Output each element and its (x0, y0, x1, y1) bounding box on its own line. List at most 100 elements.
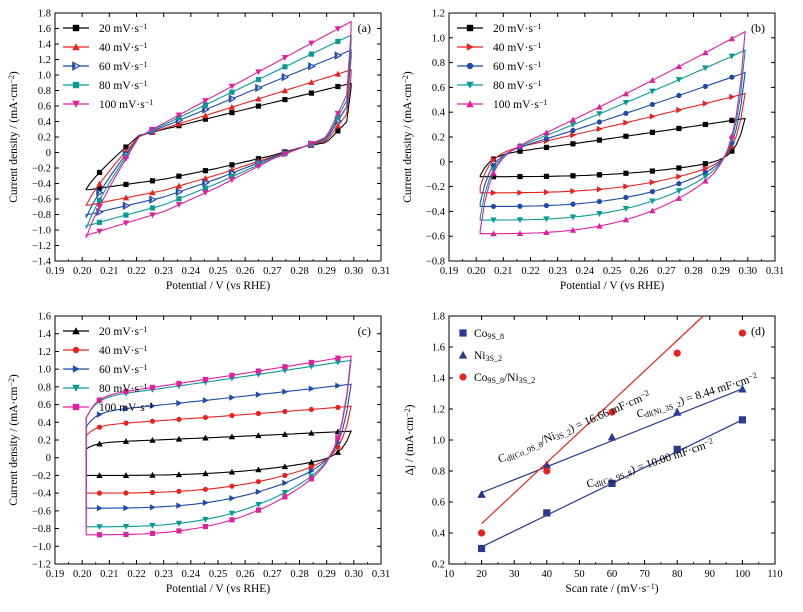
data-point-b-1 (676, 173, 683, 180)
legend-label-c-3-part: 80 mV·s (99, 383, 139, 395)
legend-label-a-3-part: 80 mV·s (99, 80, 139, 92)
data-point-1 (477, 490, 486, 498)
y-tick-label: 0.2 (38, 436, 51, 447)
annotation-cdl-co9s8-part: ) = 10.00 mF·cm (629, 440, 707, 476)
data-point-a-2-fill (202, 106, 206, 113)
legend-label-a-0-part: 20 mV·s (99, 23, 139, 35)
data-point-c-2 (123, 405, 130, 412)
data-point-b-2 (623, 110, 629, 116)
data-point-b-4 (728, 35, 736, 42)
series-line-c-2 (85, 383, 352, 509)
y-tick-label: −1.0 (32, 542, 51, 553)
data-point-a-4 (281, 54, 289, 61)
legend-label-a-4-part: 100 mV·s (99, 99, 145, 111)
data-point-c-2 (202, 499, 209, 506)
data-point-a-0 (335, 128, 341, 134)
y-tick-label: −0.2 (426, 182, 445, 193)
y-tick-label: −0.4 (426, 207, 446, 218)
panel-b-ylabel-part: Current density / (mA·cm (402, 84, 414, 203)
data-point-c-1 (308, 464, 314, 470)
data-point-b-0 (729, 148, 735, 154)
series-line-c-0 (85, 430, 352, 476)
data-point-c-4 (176, 380, 182, 387)
data-point-a-0 (255, 103, 262, 109)
data-point-a-2-fill (149, 196, 153, 203)
data-point-0 (673, 445, 681, 453)
data-point-c-1 (96, 424, 103, 430)
legend-label-b-4-sup: −1 (539, 98, 548, 107)
data-point-c-1 (255, 410, 262, 417)
panel-d-xlabel-text-part: Scan rate / (mV·s (565, 583, 646, 595)
data-point-c-4 (255, 507, 262, 513)
data-point-a-4 (122, 155, 130, 162)
y-tick-label: −0.8 (32, 524, 51, 535)
legend-label-a-3: 80 mV·s−1 (99, 79, 148, 92)
data-point-c-3 (122, 523, 130, 530)
panel-c-xlabel: Potential / V (vs RHE) (166, 583, 271, 595)
panel-a-ylabel-part: Current density / (mA·cm (8, 84, 20, 203)
data-point-c-4 (308, 359, 314, 366)
data-point-b-1 (596, 125, 603, 133)
data-point-a-2-fill (308, 63, 312, 70)
data-point-c-1 (149, 418, 156, 424)
panel-a-axes: 0.19 0.20 0.21 0.22 0.23 0.24 0.25 0.26 0.27 0.28… (7, 9, 390, 293)
legend-label-c-0-sup: −1 (139, 325, 148, 334)
data-point-c-4 (335, 435, 341, 441)
data-point-b-4 (490, 169, 497, 176)
data-point-b-0 (702, 121, 708, 128)
data-point-c-3 (96, 524, 103, 530)
data-point-b-0 (729, 117, 735, 124)
x-tick-label: 0.31 (372, 266, 390, 277)
data-point-c-2 (96, 504, 103, 512)
data-point-c-3 (308, 363, 315, 370)
data-point-c-0 (281, 431, 289, 437)
data-point-c-4 (229, 372, 235, 378)
data-point-a-3 (149, 205, 156, 211)
data-point-b-1 (676, 106, 683, 114)
x-tick-label: 0.28 (290, 569, 308, 580)
data-point-a-4 (281, 151, 289, 158)
data-point-c-1 (176, 488, 182, 494)
panel-d-xlabel-text-part: ) (655, 583, 659, 595)
data-point-c-1 (176, 416, 182, 422)
data-point-a-1 (255, 95, 262, 102)
y-tick-label: 1.4 (432, 374, 446, 385)
data-point-2 (608, 408, 616, 416)
data-point-a-0 (229, 162, 235, 168)
legend-marker-d-1 (458, 350, 468, 359)
legend-label-b-2-part: 60 mV·s (493, 61, 533, 73)
data-point-c-0 (175, 435, 183, 442)
legend-label-a-1: 40 mV·s−1 (99, 41, 148, 54)
data-point-b-2 (570, 127, 576, 134)
data-point-a-4 (175, 202, 183, 208)
data-point-b-0 (570, 173, 576, 179)
annotation-cdl-ni3s2-sup: −2 (747, 371, 758, 382)
data-point-b-1 (543, 188, 550, 196)
data-point-b-4 (516, 142, 524, 149)
panel-a-ylabel-part: ) (8, 71, 20, 75)
x-tick-label: 0.19 (46, 266, 64, 277)
data-point-a-0 (229, 110, 235, 116)
data-point-a-1 (334, 122, 342, 129)
data-point-b-3 (702, 65, 709, 72)
data-point-c-4 (96, 532, 103, 538)
annotation-cdl-co9s8: Cdl(Co_9S_8) = 10.00 mF·cm−2 (585, 436, 716, 491)
data-point-c-4 (202, 376, 209, 383)
series-line-b-2 (479, 71, 746, 207)
y-tick-label: −0.2 (32, 164, 51, 175)
data-point-c-2 (149, 402, 156, 410)
data-point-a-4 (175, 112, 183, 119)
panel-d-xlabel-text: Scan rate / (mV·s−1) (565, 582, 658, 595)
data-point-b-2 (676, 92, 682, 99)
data-point-a-2-fill (202, 179, 206, 187)
x-tick-label: 110 (767, 569, 782, 580)
series-line-b-4 (479, 30, 746, 235)
x-tick-label: 0.23 (154, 266, 172, 277)
data-point-b-2 (543, 136, 550, 142)
data-point-a-0 (149, 178, 156, 184)
legend-label-d-0-part: Co (474, 328, 488, 340)
x-tick-label: 0.27 (657, 266, 675, 277)
panel-d-plot: Cdl(Co_9S_8/Ni3S_2) = 16.66 mF·cm−2Cdl(N… (477, 315, 758, 553)
data-point-0 (478, 544, 486, 553)
